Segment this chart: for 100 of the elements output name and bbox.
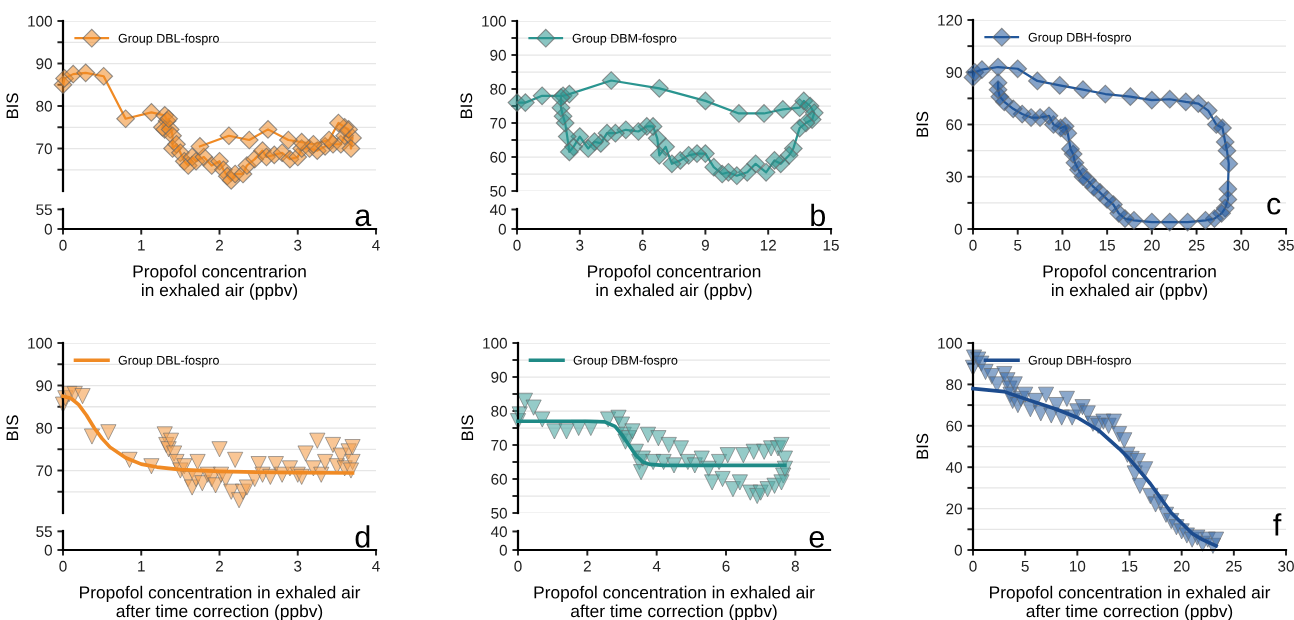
annotation: f bbox=[1273, 513, 1282, 536]
x-tick-label: 30 bbox=[1233, 239, 1250, 251]
x-tick-label: 6 bbox=[722, 560, 730, 572]
point bbox=[1178, 212, 1198, 232]
x-tick-label: 4 bbox=[372, 560, 380, 572]
y-tick-label: 90 bbox=[36, 380, 52, 392]
y-tick-label: 50 bbox=[490, 185, 506, 197]
legend-label: Group DBM-fospro bbox=[573, 355, 678, 368]
legend-label: Group DBM-fospro bbox=[572, 33, 677, 46]
annotation: c bbox=[1267, 197, 1281, 215]
point bbox=[1073, 80, 1093, 100]
y-tick-label: 0 bbox=[499, 544, 507, 556]
x-tick-label: 15 bbox=[1122, 560, 1138, 572]
legend-label: Group DBL-fospro bbox=[118, 33, 219, 46]
x-tick-label: 0 bbox=[969, 560, 977, 572]
annotation: a bbox=[355, 209, 372, 227]
point bbox=[329, 113, 348, 133]
point bbox=[1217, 141, 1237, 161]
point bbox=[649, 145, 669, 165]
point bbox=[1188, 94, 1208, 113]
point bbox=[773, 100, 793, 119]
point bbox=[704, 157, 724, 177]
y-tick-label: 60 bbox=[946, 420, 962, 432]
point bbox=[1160, 89, 1180, 109]
y-tick-label: 0 bbox=[44, 223, 52, 235]
point bbox=[94, 66, 114, 86]
x-tick-label: 20 bbox=[1173, 560, 1190, 572]
point bbox=[341, 139, 361, 158]
y-tick-label: 20 bbox=[946, 503, 962, 515]
point bbox=[765, 151, 784, 170]
y-tick-label: 80 bbox=[36, 100, 52, 112]
x-tick-label: 0 bbox=[513, 239, 521, 251]
y-tick-label: 0 bbox=[44, 544, 52, 556]
y-tick-label: 120 bbox=[938, 14, 962, 26]
point bbox=[1095, 84, 1115, 104]
point bbox=[532, 86, 552, 106]
y-tick-label: 40 bbox=[490, 526, 507, 538]
x-tick-label: 3 bbox=[294, 560, 302, 572]
legend-label: Group DBH-fospro bbox=[1028, 32, 1131, 45]
y-tick-label: 100 bbox=[938, 337, 962, 349]
x-tick-label: 6 bbox=[639, 239, 647, 251]
y-tick-label: 0 bbox=[498, 223, 506, 235]
y-tick-label: 70 bbox=[36, 143, 52, 155]
point bbox=[988, 73, 1008, 93]
y-tick-label: 60 bbox=[490, 151, 506, 163]
point bbox=[292, 132, 312, 152]
x-axis-title: Propofol concentrarion in exhaled air (ppbv) bbox=[133, 264, 306, 300]
point bbox=[988, 57, 1008, 77]
point bbox=[1027, 71, 1047, 91]
point bbox=[1213, 118, 1232, 138]
point bbox=[729, 104, 749, 123]
annotation: e bbox=[809, 531, 824, 548]
y-axis-title: BIS bbox=[460, 93, 473, 119]
x-axis-title: Propofol concentration in exhaled air after time correction (ppbv) bbox=[534, 585, 815, 620]
y-axis-title: BIS bbox=[916, 111, 929, 137]
x-tick-label: 1 bbox=[138, 560, 145, 572]
x-tick-label: 12 bbox=[760, 239, 776, 251]
x-tick-label: 10 bbox=[1055, 239, 1071, 251]
x-tick-label: 3 bbox=[576, 239, 584, 251]
point bbox=[1121, 87, 1140, 107]
point bbox=[1008, 59, 1028, 79]
y-tick-label: 100 bbox=[482, 15, 506, 27]
x-tick-label: 1 bbox=[138, 239, 145, 251]
point bbox=[1160, 212, 1180, 232]
x-tick-label: 10 bbox=[1070, 560, 1086, 572]
y-tick-label: 0 bbox=[954, 223, 962, 235]
y-axis-title: BIS bbox=[6, 93, 19, 119]
x-tick-label: 2 bbox=[216, 239, 223, 251]
point bbox=[1142, 212, 1162, 232]
point bbox=[142, 102, 161, 122]
legend-label: Group DBH-fospro bbox=[1028, 355, 1131, 368]
y-tick-label: 0 bbox=[954, 544, 962, 556]
y-tick-label: 40 bbox=[945, 462, 962, 473]
y-tick-label: 60 bbox=[491, 473, 507, 485]
y-tick-label: 90 bbox=[36, 58, 52, 70]
x-axis-title: Propofol concentration in exhaled air after time correction (ppbv) bbox=[80, 585, 361, 620]
point bbox=[696, 91, 715, 111]
y-tick-label: 100 bbox=[28, 337, 52, 349]
point bbox=[746, 154, 766, 174]
y-tick-label: 60 bbox=[946, 119, 962, 131]
y-tick-label: 70 bbox=[36, 465, 52, 477]
y-tick-label: 70 bbox=[491, 439, 507, 451]
point bbox=[649, 78, 669, 98]
x-tick-label: 30 bbox=[1278, 560, 1294, 572]
x-tick-label: 25 bbox=[1226, 560, 1242, 572]
x-axis-title: Propofol concentrarion in exhaled air (ppbv) bbox=[588, 264, 761, 300]
y-tick-label: 90 bbox=[490, 49, 506, 61]
x-tick-label: 35 bbox=[1278, 239, 1294, 251]
point bbox=[190, 136, 210, 156]
y-tick-label: 40 bbox=[489, 204, 506, 216]
x-tick-label: 4 bbox=[372, 239, 380, 251]
y-tick-label: 30 bbox=[946, 171, 962, 183]
y-tick-label: 50 bbox=[491, 507, 507, 519]
point bbox=[557, 127, 577, 146]
x-tick-label: 0 bbox=[969, 239, 977, 251]
y-axis-title: BIS bbox=[6, 415, 19, 441]
y-tick-label: 55 bbox=[36, 526, 52, 538]
legend-label: Group DBL-fospro bbox=[118, 355, 219, 368]
y-tick-label: 80 bbox=[946, 379, 962, 391]
x-tick-label: 15 bbox=[1099, 239, 1115, 251]
